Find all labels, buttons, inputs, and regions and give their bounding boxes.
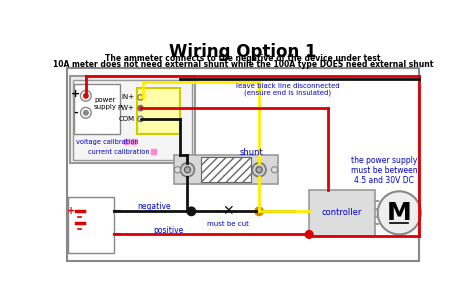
Bar	[66, 68, 419, 260]
Text: shunt: shunt	[239, 148, 263, 157]
Circle shape	[138, 105, 143, 111]
Text: power
supply: power supply	[93, 97, 117, 110]
Bar	[131, 139, 136, 144]
Bar	[309, 190, 374, 236]
Circle shape	[272, 167, 278, 173]
Circle shape	[252, 163, 266, 177]
Text: controller: controller	[321, 208, 362, 217]
Bar	[124, 139, 128, 144]
Text: Wiring Option 1: Wiring Option 1	[169, 44, 317, 61]
Bar	[74, 83, 120, 134]
Text: current calibration: current calibration	[88, 149, 150, 155]
Circle shape	[184, 167, 191, 173]
Text: positive: positive	[153, 226, 183, 235]
Circle shape	[187, 207, 196, 215]
Text: IN+: IN+	[121, 94, 134, 100]
Circle shape	[83, 111, 88, 115]
Bar	[73, 80, 192, 160]
Bar	[151, 149, 156, 153]
Circle shape	[138, 116, 143, 122]
Bar	[70, 76, 195, 163]
Circle shape	[378, 191, 421, 235]
Circle shape	[81, 107, 91, 118]
Circle shape	[83, 94, 88, 98]
Bar	[201, 157, 251, 182]
Bar	[137, 88, 180, 134]
Text: M: M	[387, 201, 411, 225]
Text: voltage calibration: voltage calibration	[76, 139, 138, 145]
Circle shape	[138, 95, 143, 100]
Text: must be cut: must be cut	[207, 221, 249, 226]
Circle shape	[305, 231, 313, 238]
Text: leave black line disconnected
(ensure end is insulated): leave black line disconnected (ensure en…	[236, 83, 339, 97]
Text: negative: negative	[137, 202, 171, 211]
Circle shape	[81, 90, 91, 101]
Text: ✕: ✕	[222, 204, 234, 218]
Circle shape	[255, 207, 264, 215]
Text: COM: COM	[118, 116, 134, 122]
Text: +: +	[71, 89, 81, 99]
Circle shape	[181, 163, 194, 177]
Bar	[68, 198, 114, 253]
Text: the power supply
must be between
4.5 and 30V DC: the power supply must be between 4.5 and…	[350, 156, 417, 185]
Text: 10A meter does not need external shunt while the 100A type DOES need external sh: 10A meter does not need external shunt w…	[53, 60, 433, 69]
Text: PW+: PW+	[118, 105, 134, 111]
Circle shape	[256, 167, 262, 173]
Circle shape	[174, 167, 181, 173]
Text: -: -	[73, 108, 78, 118]
Text: The ammeter connects to the negative of the device under test: The ammeter connects to the negative of …	[105, 54, 381, 63]
Text: +: +	[67, 206, 75, 216]
Bar	[174, 155, 278, 184]
